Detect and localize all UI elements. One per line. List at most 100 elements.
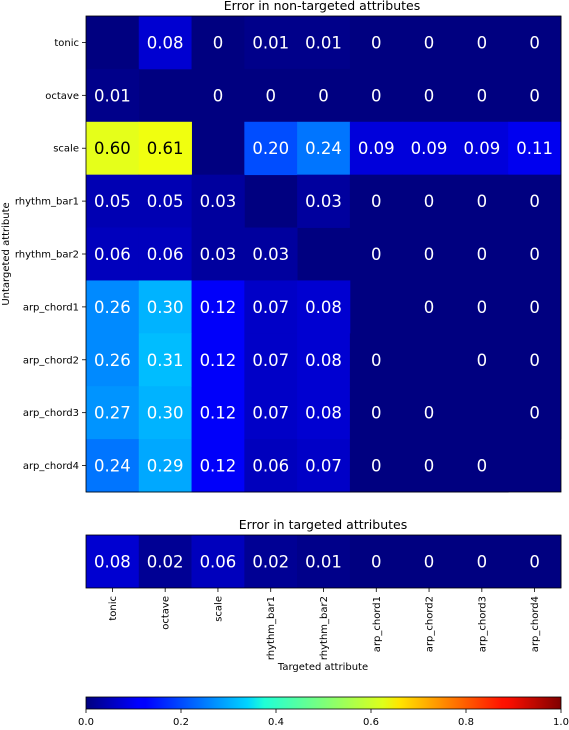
cell-label: 0.11: [516, 139, 553, 158]
heatmap-cell: [138, 333, 192, 387]
cell-label: 0: [424, 192, 435, 211]
cell-label: 0: [371, 404, 382, 423]
cell-label: 0.06: [94, 245, 131, 264]
heatmap-cell: [455, 174, 509, 228]
colorbar-tick-label: 0.4: [268, 717, 284, 728]
cell-label: 0: [265, 86, 276, 105]
heatmap-cell: [244, 16, 298, 70]
cell-label: 0.29: [147, 457, 184, 476]
targeted-cell-label: 0.06: [200, 553, 237, 572]
row-tick-label: rhythm_bar2: [15, 250, 79, 261]
cell-label: 0.61: [147, 139, 184, 158]
heatmap-cell: [297, 121, 351, 176]
heatmap-cell: [191, 227, 245, 281]
cell-label: 0.26: [94, 351, 131, 370]
heatmap-cell: [138, 121, 192, 176]
cell-label: 0.09: [358, 139, 395, 158]
heatmap-cell: [86, 227, 140, 281]
heatmap-cell: [86, 280, 140, 334]
heatmap-cell: [244, 386, 298, 440]
heatmap-cell: [244, 439, 298, 493]
cell-label: 0.07: [252, 298, 289, 317]
cell-label: 0.31: [147, 351, 184, 370]
cell-label: 0.01: [94, 86, 131, 105]
row-tick-label: octave: [45, 91, 79, 102]
heatmap-cell: [297, 386, 351, 440]
column-tick-label: arp_chord2: [425, 596, 436, 652]
main-heatmap-title: Error in non-targeted attributes: [224, 0, 420, 13]
heatmap-cell: [244, 121, 298, 176]
heatmap-cell: [455, 280, 509, 334]
heatmap-cell: [349, 333, 404, 387]
heatmap-cell: [508, 227, 562, 281]
cell-label: 0: [529, 298, 540, 317]
heatmap-cell: [86, 386, 140, 440]
cell-label: 0.03: [200, 245, 237, 264]
cell-label: 0: [371, 351, 382, 370]
cell-label: 0: [477, 457, 488, 476]
heatmap-cell: [138, 174, 192, 228]
heatmap-cell: [244, 227, 298, 281]
targeted-cell: [297, 535, 351, 588]
colorbar-tick-label: 0.0: [78, 717, 94, 728]
cell-label: 0.08: [305, 404, 342, 423]
cell-label: 0.03: [252, 245, 289, 264]
cell-label: 0: [371, 86, 382, 105]
heatmap-cell: [349, 68, 404, 123]
heatmap-cell: [191, 16, 245, 70]
row-tick-label: rhythm_bar1: [15, 197, 79, 208]
targeted-cell-label: 0: [477, 553, 488, 572]
heatmap-cell: [86, 439, 140, 493]
main-row-ticks: tonic octave scale rhythm_bar1 rhythm_bar2ar…: [15, 38, 86, 472]
heatmap-cell: [191, 174, 245, 228]
cell-label: 0.60: [94, 139, 131, 158]
cell-label: 0: [424, 245, 435, 264]
heatmap-cell: [191, 439, 245, 493]
heatmap-cell: [138, 16, 192, 70]
cell-label: 0.05: [94, 192, 131, 211]
column-tick-label: arp_chord1: [372, 596, 383, 652]
cell-label: 0.03: [305, 192, 342, 211]
heatmap-cell: [138, 227, 192, 281]
heatmap-cell: [402, 439, 456, 493]
cell-label: 0.12: [200, 404, 237, 423]
column-tick-label: arp_chord4: [530, 596, 541, 652]
cell-label: 0.01: [305, 33, 342, 52]
column-tick-label: octave: [161, 596, 172, 630]
cell-label: 0.03: [200, 192, 237, 211]
heatmap-cell: [508, 68, 562, 123]
cell-label: 0.08: [305, 351, 342, 370]
main-heatmap: 0.08 0 0.01 0.01 0 0 0 0 0.01 0 0 0 0 0 0 0 0.60 0.61 0.20…: [85, 15, 562, 493]
cell-label: 0.24: [94, 457, 131, 476]
heatmap-cell: [191, 280, 245, 334]
cell-label: 0: [477, 245, 488, 264]
colorbar: [85, 696, 562, 710]
heatmap-cell: [349, 386, 404, 440]
cell-label: 0: [371, 192, 382, 211]
column-tick-label: tonic: [108, 596, 119, 621]
cell-label: 0.12: [200, 298, 237, 317]
cell-label: 0: [529, 404, 540, 423]
heatmap-cell: [455, 68, 509, 123]
cell-label: 0: [529, 192, 540, 211]
cell-label: 0: [529, 33, 540, 52]
row-tick-label: tonic: [54, 38, 79, 49]
targeted-cell: [138, 535, 192, 588]
targeted-heatmap: 0.08 0.02 0.06 0.02 0.01 0 0 0 0: [85, 534, 562, 589]
row-tick-label: scale: [53, 144, 79, 155]
heatmap-cell: [191, 68, 245, 123]
targeted-cell-label: 0.02: [252, 553, 289, 572]
row-tick-label: arp_chord4: [23, 461, 79, 472]
column-tick-label: arp_chord3: [477, 596, 488, 652]
heatmap-cell: [402, 174, 456, 228]
heatmap-cell: [455, 333, 509, 387]
row-tick-label: arp_chord2: [23, 355, 79, 366]
targeted-cell-label: 0: [529, 553, 540, 572]
targeted-cell: [86, 535, 140, 588]
heatmap-cell: [244, 333, 298, 387]
cell-label: 0: [529, 86, 540, 105]
heatmap-cell: [297, 333, 351, 387]
cell-label: 0: [424, 298, 435, 317]
cell-label: 0: [477, 298, 488, 317]
